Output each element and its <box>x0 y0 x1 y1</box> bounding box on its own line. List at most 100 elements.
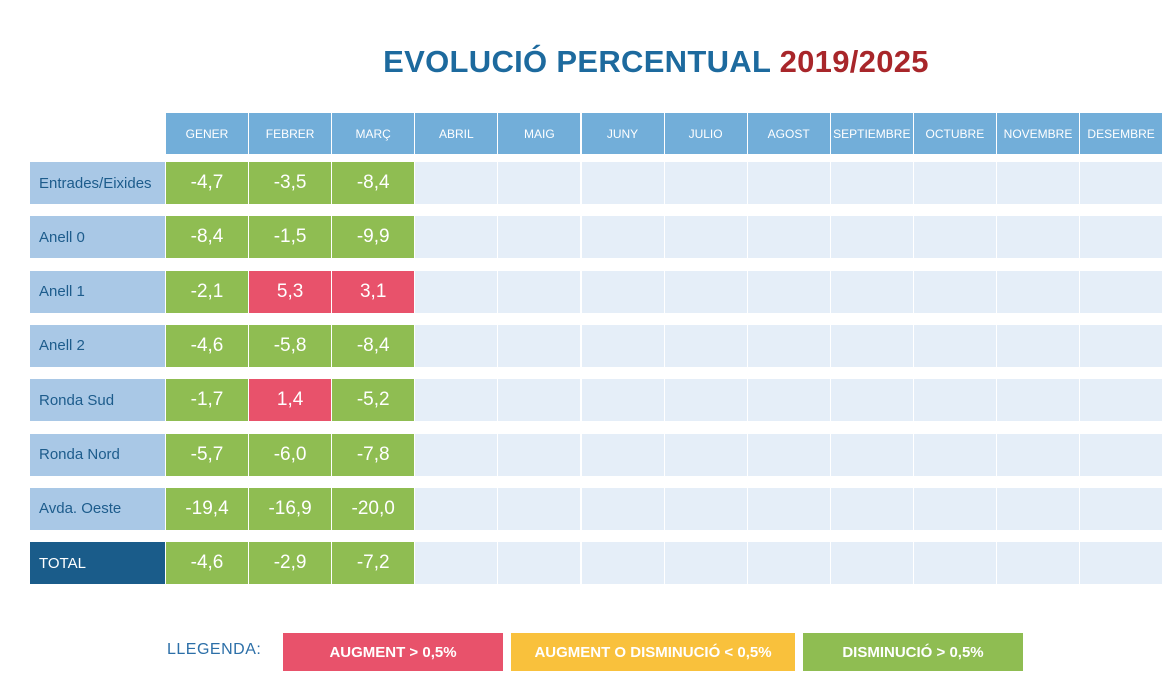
empty-cell <box>913 324 996 367</box>
column-header-novembre: NOVEMBRE <box>997 113 1079 154</box>
row-label: Ronda Sud <box>30 379 165 422</box>
empty-cell <box>498 379 581 422</box>
empty-cell <box>997 487 1079 530</box>
legend-item-neutral: AUGMENT O DISMINUCIÓ < 0,5% <box>511 633 795 671</box>
row-label: Anell 1 <box>30 270 165 313</box>
value-cell: -8,4 <box>332 324 415 367</box>
empty-cell <box>830 542 913 585</box>
column-header-septiembre: SEPTIEMBRE <box>830 113 913 154</box>
column-header-desembre: DESEMBRE <box>1080 113 1163 154</box>
column-header-abril: ABRIL <box>415 113 498 154</box>
value-cell: -9,9 <box>332 216 415 259</box>
empty-cell <box>830 487 913 530</box>
value-cell: -3,5 <box>249 162 332 204</box>
empty-cell <box>747 162 830 204</box>
empty-cell <box>830 162 913 204</box>
empty-cell <box>498 433 581 476</box>
empty-cell <box>913 216 996 259</box>
value-cell: -2,1 <box>166 270 248 313</box>
value-cell: -4,6 <box>166 324 248 367</box>
empty-cell <box>581 379 664 422</box>
value-cell: -5,8 <box>249 324 332 367</box>
empty-cell <box>498 487 581 530</box>
empty-cell <box>664 433 747 476</box>
empty-cell <box>913 379 996 422</box>
column-header-febrer: FEBRER <box>249 113 332 154</box>
empty-cell <box>415 270 498 313</box>
empty-cell <box>997 379 1079 422</box>
value-cell: -1,7 <box>166 379 248 422</box>
empty-cell <box>1080 542 1163 585</box>
empty-cell <box>415 162 498 204</box>
empty-cell <box>997 324 1079 367</box>
empty-cell <box>581 162 664 204</box>
empty-cell <box>498 216 581 259</box>
row-label: Anell 2 <box>30 324 165 367</box>
empty-cell <box>1080 379 1163 422</box>
empty-cell <box>581 542 664 585</box>
value-cell: -1,5 <box>249 216 332 259</box>
empty-cell <box>830 270 913 313</box>
empty-cell <box>747 487 830 530</box>
value-cell: -5,2 <box>332 379 415 422</box>
row-label: Avda. Oeste <box>30 487 165 530</box>
column-header-juny: JUNY <box>581 113 664 154</box>
value-cell: -5,7 <box>166 433 248 476</box>
empty-cell <box>747 216 830 259</box>
empty-cell <box>415 487 498 530</box>
empty-cell <box>1080 487 1163 530</box>
value-cell: -4,7 <box>166 162 248 204</box>
empty-cell <box>415 324 498 367</box>
empty-cell <box>830 433 913 476</box>
empty-cell <box>747 379 830 422</box>
row-label: TOTAL <box>30 542 165 585</box>
column-header-agost: AGOST <box>747 113 830 154</box>
empty-cell <box>415 379 498 422</box>
empty-cell <box>747 433 830 476</box>
column-header-maig: MAIG <box>498 113 581 154</box>
empty-cell <box>1080 270 1163 313</box>
empty-cell <box>415 216 498 259</box>
value-cell: -6,0 <box>249 433 332 476</box>
value-cell: -8,4 <box>332 162 415 204</box>
empty-cell <box>498 542 581 585</box>
empty-cell <box>747 324 830 367</box>
empty-cell <box>1080 162 1163 204</box>
column-header-març: MARÇ <box>332 113 415 154</box>
empty-cell <box>581 270 664 313</box>
value-cell: 5,3 <box>249 270 332 313</box>
title-main: EVOLUCIÓ PERCENTUAL <box>383 44 771 79</box>
value-cell: -8,4 <box>166 216 248 259</box>
value-cell: -4,6 <box>166 542 248 585</box>
empty-cell <box>913 542 996 585</box>
empty-cell <box>997 270 1079 313</box>
empty-cell <box>581 433 664 476</box>
empty-cell <box>747 542 830 585</box>
empty-cell <box>830 324 913 367</box>
empty-cell <box>997 433 1079 476</box>
title-years: 2019/2025 <box>779 44 929 79</box>
empty-cell <box>498 324 581 367</box>
column-header-gener: GENER <box>166 113 248 154</box>
row-label: Entrades/Eixides <box>30 162 165 204</box>
empty-cell <box>1080 433 1163 476</box>
empty-cell <box>415 542 498 585</box>
empty-cell <box>747 270 830 313</box>
empty-cell <box>664 162 747 204</box>
value-cell: -7,2 <box>332 542 415 585</box>
legend-item-decrease: DISMINUCIÓ > 0,5% <box>803 633 1023 671</box>
empty-cell <box>997 542 1079 585</box>
empty-cell <box>913 487 996 530</box>
empty-cell <box>664 379 747 422</box>
empty-cell <box>913 433 996 476</box>
empty-cell <box>415 433 498 476</box>
empty-cell <box>830 216 913 259</box>
empty-cell <box>664 270 747 313</box>
value-cell: -19,4 <box>166 487 248 530</box>
value-cell: 3,1 <box>332 270 415 313</box>
legend-label: LLEGENDA: <box>167 641 262 658</box>
empty-cell <box>664 216 747 259</box>
empty-cell <box>664 487 747 530</box>
empty-cell <box>498 270 581 313</box>
